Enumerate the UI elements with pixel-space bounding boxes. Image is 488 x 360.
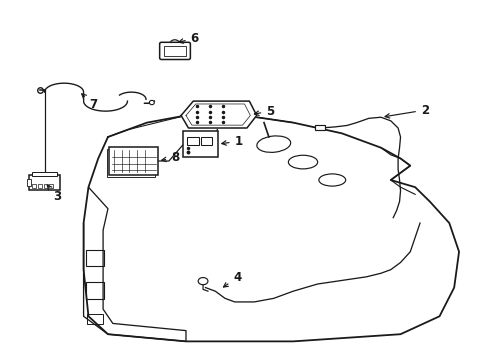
Ellipse shape: [149, 100, 154, 105]
Text: 5: 5: [254, 105, 274, 118]
FancyBboxPatch shape: [314, 125, 325, 130]
Text: 2: 2: [384, 104, 428, 118]
FancyBboxPatch shape: [32, 172, 57, 176]
FancyBboxPatch shape: [29, 175, 60, 190]
Text: 3: 3: [47, 185, 61, 203]
FancyBboxPatch shape: [182, 131, 217, 157]
Text: 8: 8: [162, 151, 179, 164]
Text: 6: 6: [179, 32, 199, 45]
Text: 4: 4: [223, 271, 241, 287]
FancyBboxPatch shape: [109, 147, 158, 175]
FancyBboxPatch shape: [159, 42, 190, 59]
Polygon shape: [181, 101, 256, 128]
Text: 1: 1: [221, 135, 242, 148]
Text: 7: 7: [81, 94, 97, 111]
FancyBboxPatch shape: [27, 179, 31, 186]
